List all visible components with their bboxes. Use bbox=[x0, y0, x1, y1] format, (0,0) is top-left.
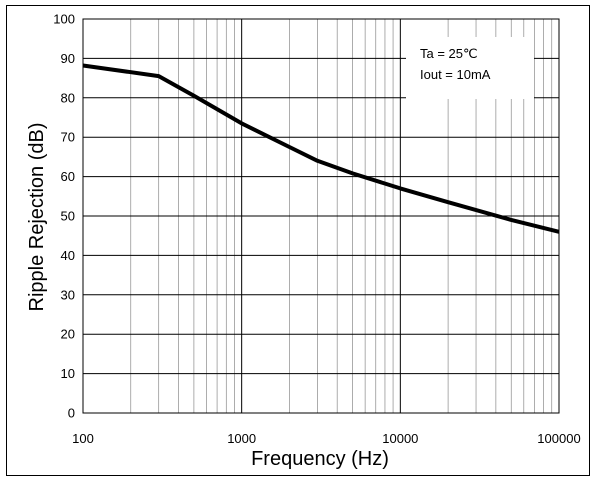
y-tick-label: 50 bbox=[61, 209, 75, 224]
condition-annotation: Ta = 25℃ Iout = 10mA bbox=[406, 37, 534, 99]
x-tick-label: 100 bbox=[72, 431, 94, 446]
y-tick-label: 40 bbox=[61, 248, 75, 263]
plot-border bbox=[82, 18, 560, 414]
y-tick-label: 10 bbox=[61, 366, 75, 381]
y-tick-label: 90 bbox=[61, 51, 75, 66]
y-axis-label: Ripple Rejection (dB) bbox=[26, 123, 48, 312]
y-tick-label: 80 bbox=[61, 90, 75, 105]
x-tick-labels: 100 1000 10000 100000 bbox=[72, 431, 581, 446]
x-tick-label: 1000 bbox=[227, 431, 256, 446]
series-layer bbox=[82, 63, 560, 234]
annotation-current: Iout = 10mA bbox=[420, 67, 491, 82]
y-tick-label: 0 bbox=[68, 406, 75, 421]
y-tick-label: 30 bbox=[61, 287, 75, 302]
y-tick-labels: 0 10 20 30 40 50 60 70 80 90 100 bbox=[53, 12, 75, 421]
x-axis-label: Frequency (Hz) bbox=[251, 448, 389, 470]
y-tick-label: 20 bbox=[61, 327, 75, 342]
x-tick-label: 10000 bbox=[382, 431, 418, 446]
x-tick-label: 100000 bbox=[537, 431, 580, 446]
y-tick-label: 100 bbox=[53, 12, 75, 27]
y-tick-label: 70 bbox=[61, 130, 75, 145]
y-tick-label: 60 bbox=[61, 169, 75, 184]
annotation-temperature: Ta = 25℃ bbox=[420, 46, 478, 61]
series-line bbox=[82, 63, 560, 234]
